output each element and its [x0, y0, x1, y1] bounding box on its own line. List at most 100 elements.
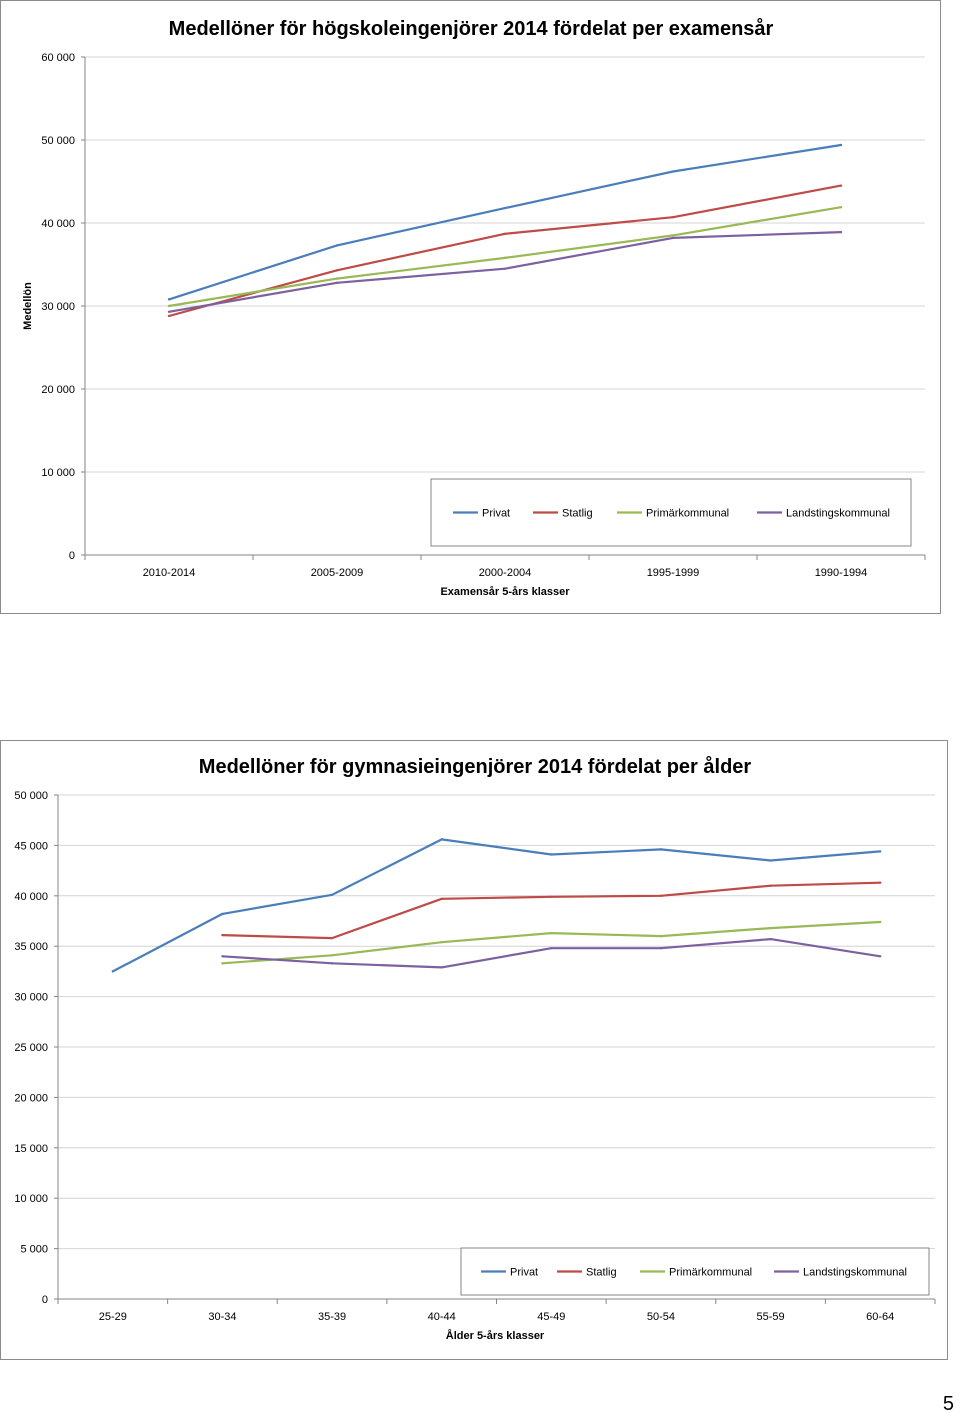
series-line-privat [168, 143, 842, 301]
data-point [167, 310, 171, 314]
data-point [335, 281, 339, 284]
chart-2-alder: Medellöner för gymnasieingenjörer 2014 f… [0, 740, 948, 1360]
y-tick-label: 45 000 [14, 840, 48, 852]
series-line-statlig [168, 184, 842, 318]
data-point [221, 933, 224, 937]
data-point [839, 143, 843, 147]
data-point [167, 314, 171, 318]
y-tick-label: 20 000 [41, 384, 75, 396]
data-point [878, 850, 882, 853]
y-tick-label: 20 000 [14, 1092, 48, 1104]
data-point [769, 937, 772, 941]
legend-label: Primärkommunal [646, 508, 729, 520]
x-tick-label: 30-34 [208, 1311, 236, 1323]
y-tick-label: 40 000 [14, 891, 48, 903]
x-axis-title: Ålder 5-års klasser [446, 1329, 545, 1342]
y-axis-title: Medellön [22, 282, 34, 330]
data-point [769, 884, 772, 887]
data-point [440, 966, 443, 969]
y-tick-label: 50 000 [14, 790, 48, 802]
x-tick-label: 2010-2014 [143, 567, 196, 579]
data-point [167, 304, 171, 308]
data-point [440, 940, 443, 944]
data-point [671, 236, 675, 240]
chart-title: Medellöner för gymnasieingenjörer 2014 f… [199, 755, 752, 778]
data-point [503, 206, 507, 210]
data-point [671, 170, 675, 173]
legend-label: Privat [482, 508, 510, 520]
data-point [769, 926, 772, 930]
y-tick-label: 0 [42, 1294, 48, 1306]
y-tick-label: 10 000 [41, 467, 75, 479]
legend-box [460, 1247, 930, 1296]
chart-2-svg: Medellöner för gymnasieingenjörer 2014 f… [14, 755, 936, 1342]
chart-1-svg: Medellöner för högskoleingenjörer 2014 f… [22, 17, 926, 598]
series-line-statlig [222, 881, 881, 940]
x-tick-label: 1995-1999 [647, 567, 700, 579]
data-point [221, 912, 224, 916]
data-point [671, 215, 675, 219]
x-axis-title: Examensår 5-års klasser [440, 586, 570, 598]
data-point [167, 298, 171, 301]
data-point [839, 230, 843, 234]
data-point [503, 232, 507, 235]
series-line-landstingskommunal [222, 938, 881, 969]
y-tick-label: 25 000 [14, 1042, 48, 1054]
data-point [335, 277, 339, 280]
x-tick-label: 2000-2004 [479, 567, 532, 579]
legend-label: Statlig [586, 1267, 617, 1279]
data-point [330, 893, 334, 896]
page-number: 5 [942, 1393, 954, 1415]
data-point [503, 267, 507, 270]
data-point [839, 184, 843, 187]
series-line-privat [112, 838, 881, 973]
data-point [503, 256, 507, 260]
legend-label: Privat [510, 1267, 538, 1279]
x-tick-label: 25-29 [99, 1311, 127, 1323]
y-tick-label: 5 000 [20, 1244, 48, 1256]
legend-label: Primärkommunal [669, 1267, 752, 1279]
data-point [221, 955, 224, 958]
y-tick-label: 35 000 [14, 941, 48, 953]
y-tick-label: 40 000 [41, 218, 75, 230]
x-tick-label: 35-39 [318, 1311, 346, 1323]
data-point [330, 962, 334, 965]
y-tick-label: 30 000 [41, 301, 75, 313]
data-point [671, 234, 675, 237]
legend-box [430, 478, 912, 547]
y-tick-label: 60 000 [41, 52, 75, 64]
legend-label: Landstingskommunal [786, 508, 890, 520]
legend-label: Statlig [562, 508, 593, 520]
data-point [550, 853, 553, 856]
data-point [659, 934, 663, 938]
x-tick-label: 40-44 [428, 1311, 456, 1323]
data-point [221, 962, 224, 965]
chart-1-examensar: Medellöner för högskoleingenjörer 2014 f… [0, 0, 941, 614]
data-point [878, 955, 882, 958]
data-point [659, 894, 663, 897]
y-tick-label: 10 000 [14, 1193, 48, 1205]
data-point [659, 947, 663, 950]
data-point [659, 848, 663, 851]
data-point [330, 936, 334, 940]
legend-label: Landstingskommunal [803, 1267, 907, 1279]
x-tick-label: 1990-1994 [815, 567, 868, 579]
y-tick-label: 30 000 [14, 992, 48, 1004]
chart-title: Medellöner för högskoleingenjörer 2014 f… [169, 17, 774, 40]
data-point [111, 970, 115, 973]
data-point [550, 947, 553, 950]
data-point [878, 881, 882, 884]
data-point [878, 920, 882, 924]
data-point [550, 931, 553, 935]
x-tick-label: 60-64 [866, 1311, 894, 1323]
data-point [839, 206, 843, 209]
y-tick-label: 0 [69, 550, 75, 562]
series-line-primärkommunal [168, 206, 842, 308]
data-point [440, 897, 443, 901]
series-line-landstingskommunal [168, 231, 842, 313]
data-point [330, 954, 334, 957]
data-point [335, 269, 339, 272]
data-point [440, 838, 443, 841]
x-tick-label: 45-49 [537, 1311, 565, 1323]
y-tick-label: 15 000 [14, 1143, 48, 1155]
